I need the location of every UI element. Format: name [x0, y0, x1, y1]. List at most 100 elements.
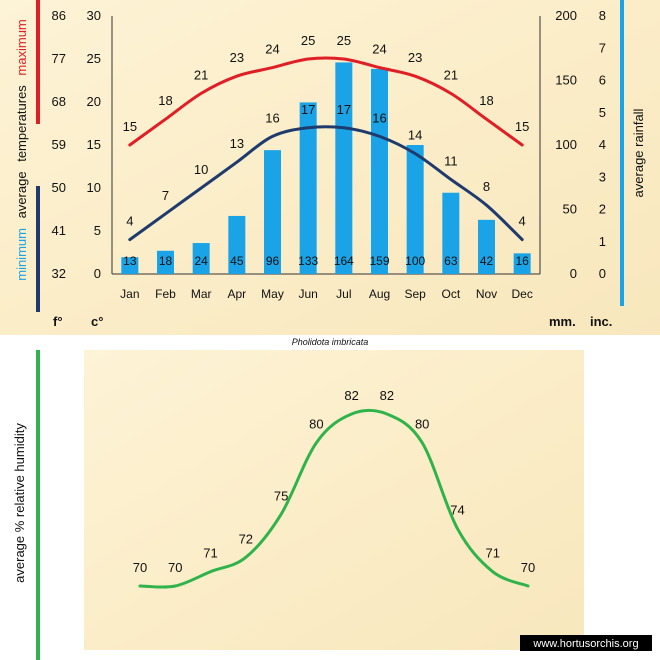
maximum-value-label: 24 [372, 42, 386, 57]
data-labels: 13 18 24 45 96 133 164 159 100 63 42 16151821232425… [123, 33, 530, 268]
fahrenheit-tick-label: 68 [52, 94, 66, 109]
inches-tick-label: 1 [599, 234, 606, 249]
celsius-unit-label: c° [91, 314, 103, 329]
rainfall-bar [157, 250, 174, 274]
fahrenheit-tick-label: 32 [52, 266, 66, 281]
inches-tick-label: 2 [599, 202, 606, 217]
rainfall-bar [299, 102, 317, 275]
rainfall-bar [192, 243, 210, 274]
rainfall-bar [513, 253, 531, 274]
minimum-value-label: 16 [265, 110, 279, 125]
minimum-value-label: 8 [483, 179, 490, 194]
celsius-tick-label: 30 [87, 8, 101, 23]
rainfall-bar [442, 192, 460, 274]
celsius-tick-label: 5 [94, 223, 101, 238]
month-tick-label: May [261, 287, 284, 301]
rainfall-value-label: 45 [230, 254, 244, 268]
humidity-background [84, 350, 584, 650]
minimum-value-label: 14 [408, 128, 422, 143]
month-tick-label: Oct [441, 287, 460, 301]
humidity-value-label: 70 [521, 560, 535, 575]
fahrenheit-tick-label: 77 [52, 51, 66, 66]
inches-tick-label: 6 [599, 73, 606, 88]
fahrenheit-tick-label: 59 [52, 137, 66, 152]
rainfall-value-label: 13 [123, 254, 137, 268]
rainfall-axis-title: average rainfall [631, 108, 646, 197]
mm-tick-label: 50 [563, 202, 577, 217]
minimum-value-label: 4 [126, 214, 133, 229]
celsius-tick-label: 0 [94, 266, 101, 281]
maximum-value-label: 18 [479, 93, 493, 108]
maximum-value-label: 15 [123, 119, 137, 134]
celsius-tick-label: 25 [87, 51, 101, 66]
rainfall-value-label: 42 [480, 254, 494, 268]
humidity-value-label: 70 [168, 560, 182, 575]
month-tick-label: Sep [404, 287, 426, 301]
chart-background [0, 0, 660, 335]
minimum-value-label: 4 [519, 214, 526, 229]
humidity-line [138, 408, 530, 589]
rainfall-value-label: 96 [266, 254, 280, 268]
humidity-value-label: 75 [274, 488, 288, 503]
minimum-value-label: 16 [372, 110, 386, 125]
humidity-chart: 70 70 71 72 75 80 82 82 80 74 71 70 [133, 388, 535, 589]
humidity-value-label: 82 [380, 388, 394, 403]
humidity-value-label: 80 [415, 417, 429, 432]
month-tick-label: Jan [120, 287, 139, 301]
minimum-value-label: 10 [194, 162, 208, 177]
rainfall-bar [228, 215, 246, 274]
rainfall-bar [478, 219, 495, 274]
rainfall-value-label: 133 [298, 254, 318, 268]
mm-unit-label: mm. [549, 314, 576, 329]
humidity-value-label: 82 [344, 388, 358, 403]
celsius-tick-label: 15 [87, 137, 101, 152]
celsius-tick-label: 20 [87, 94, 101, 109]
maximum-value-label: 15 [515, 119, 529, 134]
temperature-axis-title: minimum average temperatures maximum [14, 19, 29, 281]
month-tick-label: Feb [155, 287, 176, 301]
rainfall-value-label: 100 [405, 254, 425, 268]
fahrenheit-unit-label: f° [53, 314, 63, 329]
minimum-value-label: 13 [230, 136, 244, 151]
maximum-value-label: 23 [230, 50, 244, 65]
temperature-lines [128, 56, 524, 242]
minimum-value-label: 17 [301, 102, 315, 117]
species-caption: Pholidota imbricata [292, 337, 369, 347]
month-tick-label: Nov [476, 287, 497, 301]
rainfall-value-label: 164 [334, 254, 354, 268]
rainfall-bar [264, 150, 281, 274]
rainfall-value-label: 159 [369, 254, 389, 268]
inches-tick-label: 5 [599, 105, 606, 120]
rainfall-value-label: 16 [515, 254, 529, 268]
month-tick-label: Dec [511, 287, 532, 301]
rainfall-bar [371, 68, 388, 274]
maximum-value-label: 24 [265, 42, 279, 57]
rainfall-bars [121, 62, 531, 275]
fahrenheit-tick-label: 50 [52, 180, 66, 195]
rainfall-bar [121, 257, 139, 274]
maximum-value-label: 18 [158, 93, 172, 108]
humidity-value-label: 71 [203, 546, 217, 561]
minimum-value-label: 7 [162, 188, 169, 203]
minimum-value-label: 11 [444, 153, 458, 168]
rainfall-value-label: 18 [159, 254, 173, 268]
month-tick-label: Apr [227, 287, 246, 301]
rainfall-bar [335, 62, 353, 274]
watermark-text: www.hortusorchis.org [532, 638, 638, 650]
minimum-line [128, 125, 524, 242]
average-word: average [14, 171, 29, 218]
celsius-tick-label: 10 [87, 180, 101, 195]
mm-tick-label: 200 [555, 8, 577, 23]
month-tick-label: Jul [336, 287, 351, 301]
month-tick-label: Aug [369, 287, 390, 301]
mm-tick-label: 150 [555, 73, 577, 88]
rainfall-value-label: 63 [444, 254, 458, 268]
mm-tick-label: 100 [555, 137, 577, 152]
inches-tick-label: 4 [599, 137, 606, 152]
inches-tick-label: 0 [599, 266, 606, 281]
humidity-axis-title: average % relative humidity [12, 423, 27, 583]
minimum-word: minimum [14, 228, 29, 281]
inches-unit-label: inc. [590, 314, 612, 329]
inches-tick-label: 8 [599, 8, 606, 23]
